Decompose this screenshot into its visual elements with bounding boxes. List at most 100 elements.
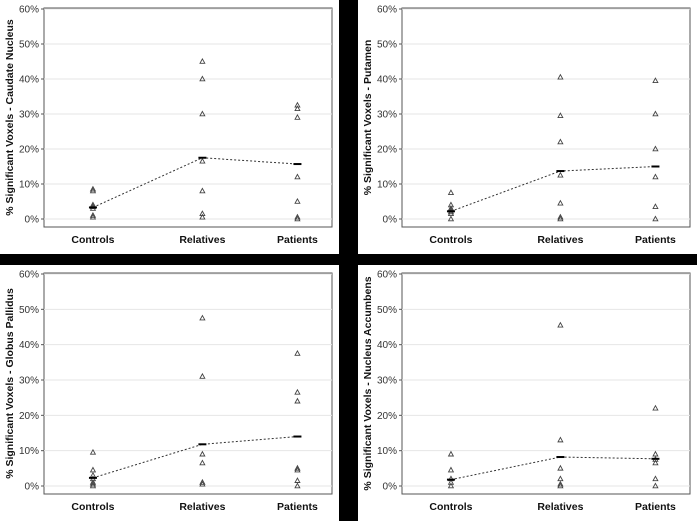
data-point: [652, 475, 659, 482]
data-point: [447, 450, 455, 457]
data-point: [294, 482, 301, 489]
y-axis-label: % Significant Voxels - Caudate Nucleus: [4, 19, 16, 216]
data-point: [199, 213, 206, 220]
data-point: [557, 73, 564, 80]
y-tick-label: 50%: [19, 305, 39, 316]
data-point: [89, 203, 97, 210]
data-point: [89, 187, 97, 194]
data-point: [294, 215, 301, 222]
category-label: Controls: [429, 234, 472, 246]
y-tick-label: 30%: [377, 110, 397, 121]
y-tick-label: 10%: [377, 180, 397, 191]
chart-svg: 0%10%20%30%40%50%60%% Significant Voxels…: [4, 5, 333, 246]
data-point: [89, 213, 97, 220]
category-label: Controls: [71, 501, 114, 513]
data-point: [89, 211, 97, 218]
data-point: [294, 197, 301, 204]
y-tick-label: 40%: [19, 340, 39, 351]
y-tick-label: 0%: [383, 482, 398, 493]
data-point: [557, 464, 564, 471]
y-axis-label: % Significant Voxels - Putamen: [362, 40, 374, 196]
data-point: [447, 482, 455, 489]
data-point: [557, 482, 564, 489]
data-point: [557, 480, 564, 487]
plot-area: [401, 272, 691, 495]
mean-line: [450, 456, 656, 481]
y-tick-label: 10%: [19, 180, 39, 191]
data-point: [652, 215, 659, 222]
data-point: [199, 57, 206, 64]
category-label: Relatives: [179, 234, 225, 246]
y-tick-label: 0%: [25, 482, 40, 493]
y-tick-label: 20%: [19, 411, 39, 422]
category-label: Patients: [277, 501, 318, 513]
chart-svg: 0%10%20%30%40%50%60%% Significant Voxels…: [362, 5, 691, 246]
category-label: Patients: [635, 234, 676, 246]
data-point: [89, 448, 97, 455]
data-point: [557, 199, 564, 206]
plot-area: [401, 7, 691, 228]
data-point: [652, 110, 659, 117]
category-label: Controls: [429, 501, 472, 513]
y-tick-label: 60%: [19, 5, 39, 16]
data-point: [557, 112, 564, 119]
chart-nucleus-accumbens: 0% 10% 20% 30% 40% 50% 60%% Significant Voxels…: [358, 265, 697, 521]
data-point: [652, 173, 659, 180]
data-point: [294, 213, 301, 220]
y-tick-label: 30%: [377, 376, 397, 387]
category-label: Controls: [71, 234, 114, 246]
y-tick-label: 50%: [19, 40, 39, 51]
y-axis-label: % Significant Voxels - Nucleus Accumbens: [362, 276, 374, 490]
data-point: [557, 213, 564, 220]
plot-area: [43, 272, 333, 495]
y-tick-label: 50%: [377, 305, 397, 316]
category-label: Relatives: [537, 501, 583, 513]
y-axis-label: % Significant Voxels - Globus Pallidus: [4, 288, 16, 479]
data-point: [199, 157, 206, 164]
y-tick-label: 30%: [19, 376, 39, 387]
y-tick-label: 60%: [377, 270, 397, 281]
data-point: [557, 215, 564, 222]
data-point: [447, 215, 455, 222]
y-tick-label: 60%: [19, 270, 39, 281]
data-point: [652, 459, 659, 466]
data-point: [89, 185, 97, 192]
data-point: [199, 372, 206, 379]
data-point: [199, 450, 206, 457]
data-point: [89, 480, 97, 487]
data-point: [199, 459, 206, 466]
category-label: Relatives: [179, 501, 225, 513]
data-point: [652, 203, 659, 210]
y-tick-label: 60%: [377, 5, 397, 16]
data-point: [199, 314, 206, 321]
data-point: [557, 321, 564, 328]
y-tick-label: 40%: [377, 340, 397, 351]
y-tick-label: 10%: [377, 446, 397, 457]
data-point: [294, 173, 301, 180]
chart-svg: 0%10%20%30%40%50%60%% Significant Voxels…: [4, 270, 333, 513]
data-point: [294, 388, 301, 395]
chart-caudate-nucleus: 0% 10% 20% 30% 40% 50% 60%% Significant Voxels…: [0, 0, 339, 254]
data-point: [294, 105, 301, 112]
data-point: [294, 113, 301, 120]
data-point: [89, 482, 97, 489]
data-point: [557, 436, 564, 443]
data-point: [557, 138, 564, 145]
y-tick-label: 20%: [377, 411, 397, 422]
y-tick-label: 0%: [383, 215, 398, 226]
y-tick-label: 20%: [19, 145, 39, 156]
data-point: [294, 466, 301, 473]
chart-putamen: 0% 10% 20% 30% 40% 50% 60% % Significant Voxels…: [358, 0, 697, 254]
data-point: [199, 478, 206, 485]
data-point: [199, 480, 206, 487]
category-label: Patients: [635, 501, 676, 513]
data-point: [557, 171, 564, 178]
plot-area: [43, 7, 333, 228]
y-tick-label: 50%: [377, 40, 397, 51]
data-point: [447, 466, 455, 473]
y-tick-label: 20%: [377, 145, 397, 156]
chart-globus-pallidus: 0% 10% 20% 30% 40% 50% 60%% Significant Voxels…: [0, 265, 339, 521]
y-tick-label: 0%: [25, 215, 40, 226]
data-point: [199, 110, 206, 117]
y-tick-label: 40%: [19, 75, 39, 86]
